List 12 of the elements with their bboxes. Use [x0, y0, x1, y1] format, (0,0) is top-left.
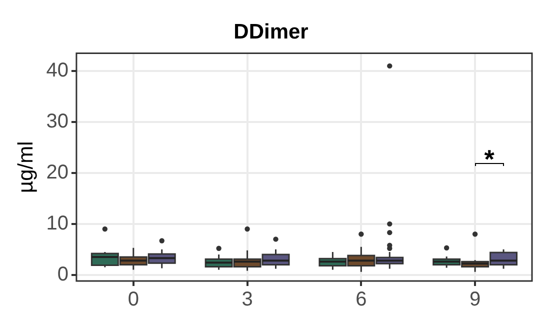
annotation: *	[484, 144, 494, 174]
y-tick-label: 40	[46, 60, 68, 82]
x-tick-label: 9	[469, 288, 481, 311]
y-tick-label: 30	[46, 110, 68, 133]
y-axis-title: µg/ml	[14, 141, 38, 193]
x-tick-label: 0	[128, 288, 139, 311]
x-tick-label: 3	[242, 288, 253, 311]
x-tick-label: 6	[356, 288, 367, 311]
y-tick-label: 10	[46, 212, 68, 234]
y-tick-label: 20	[46, 161, 68, 184]
y-tick-label: 0	[57, 263, 68, 286]
chart-title: DDimer	[234, 20, 308, 44]
